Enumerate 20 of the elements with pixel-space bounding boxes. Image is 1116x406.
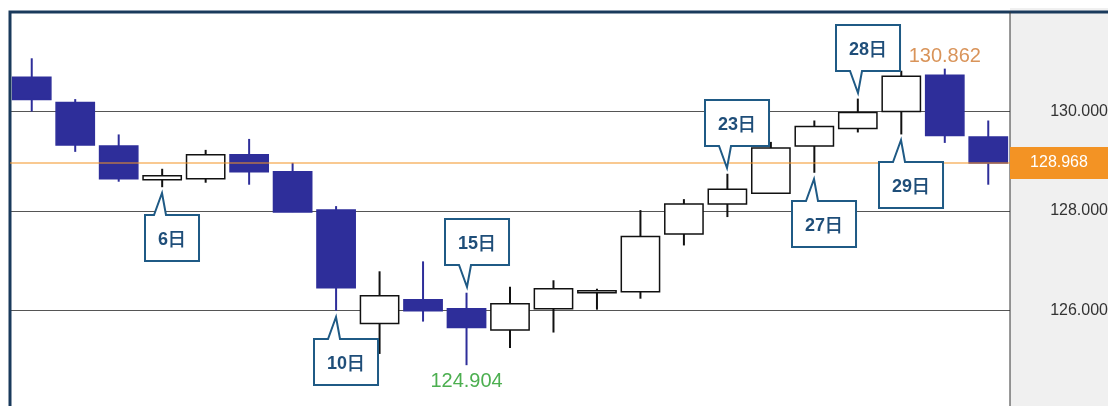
- annotation: 15日: [457, 232, 496, 253]
- speech-bubble: 15日: [441, 215, 512, 290]
- ref-line-label: 128.968: [1030, 153, 1089, 171]
- annotation: 6日: [158, 229, 187, 250]
- speech-bubble: 6日: [142, 190, 203, 265]
- annotation: 28日: [848, 38, 887, 59]
- annotation: 130.862: [908, 44, 981, 67]
- annotation: 23日: [718, 113, 757, 134]
- y-tick-label: 130.000: [1050, 101, 1109, 119]
- annotation: 124.904: [430, 368, 503, 391]
- annotation: 29日: [892, 176, 931, 197]
- speech-bubble: 29日: [876, 137, 947, 212]
- y-tick-label: 128.000: [1050, 201, 1109, 219]
- speech-bubble: 28日: [832, 21, 903, 96]
- speech-bubble: 27日: [789, 175, 860, 250]
- annotation: 10日: [327, 352, 366, 373]
- annotation: 27日: [805, 214, 844, 235]
- speech-bubble: 10日: [311, 313, 382, 388]
- speech-bubble: 23日: [702, 96, 773, 171]
- y-tick-label: 126.000: [1050, 301, 1109, 319]
